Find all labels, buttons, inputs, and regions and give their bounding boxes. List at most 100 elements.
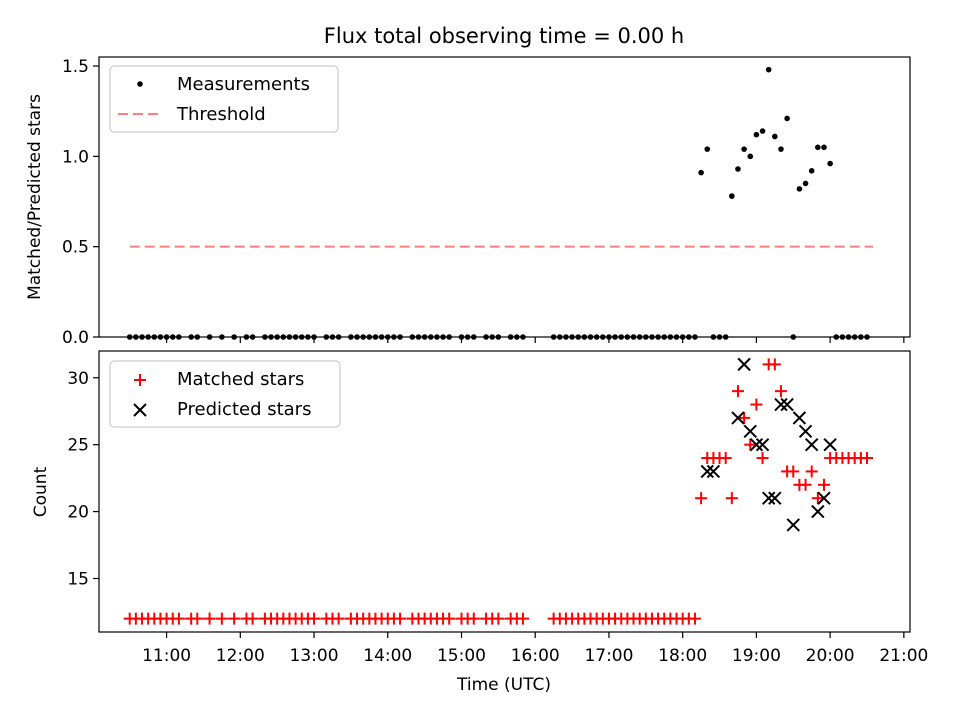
x-tick-label: 12:00 <box>216 646 265 666</box>
measurement-point <box>729 193 735 199</box>
measurement-point <box>784 115 790 122</box>
bottom-y-tick-label: 20 <box>67 503 89 523</box>
measurement-point <box>759 128 766 134</box>
predicted-star-point <box>700 464 714 479</box>
x-tick-label: 17:00 <box>584 646 633 666</box>
predicted-star-point <box>811 504 825 519</box>
predicted-star-point <box>737 357 751 372</box>
x-tick-label: 19:00 <box>732 646 781 666</box>
matched-star-point <box>308 612 321 625</box>
predicted-stars-series <box>700 357 837 532</box>
bottom-y-ticks: 15 20 25 30 <box>67 369 99 589</box>
predicted-star-point <box>780 397 794 412</box>
top-y-axis-label: Matched/Predicted stars <box>25 94 45 300</box>
matched-star-point <box>750 398 763 411</box>
measurement-point <box>802 180 809 187</box>
matched-star-point <box>467 612 480 625</box>
matched-star-point <box>332 612 345 625</box>
bottom-y-tick-label: 25 <box>67 436 89 456</box>
measurement-point <box>778 146 784 152</box>
measurement-point <box>821 144 827 151</box>
top-y-ticks: 0.0 0.5 1.0 1.5 <box>62 57 99 348</box>
top-y-tick-label: 1.0 <box>62 147 89 167</box>
x-axis-label: Time (UTC) <box>456 675 551 695</box>
predicted-star-point <box>823 437 837 452</box>
bottom-legend: Matched stars Predicted stars <box>109 360 341 428</box>
predicted-star-point <box>743 424 757 438</box>
matched-star-point <box>688 612 701 625</box>
matched-star-point <box>492 612 505 625</box>
predicted-star-point <box>706 464 721 479</box>
bottom-x-ticks: 11:00 12:00 13:00 14:00 15:00 16:00 17:00 18:00… <box>142 632 928 666</box>
top-legend: Measurements Threshold <box>109 65 339 133</box>
measurement-point <box>827 160 833 167</box>
top-y-tick-label: 1.5 <box>62 57 89 77</box>
bottom-y-axis-label: Count <box>31 466 51 517</box>
top-y-tick-label: 0.0 <box>62 328 89 348</box>
matched-star-point <box>744 438 757 451</box>
matched-star-point <box>228 612 241 625</box>
bottom-y-tick-label: 15 <box>67 569 89 589</box>
predicted-star-point <box>786 518 800 532</box>
x-tick-label: 20:00 <box>806 646 855 666</box>
predicted-star-point <box>792 411 807 425</box>
x-tick-label: 14:00 <box>363 646 412 666</box>
matched-star-point <box>215 612 228 625</box>
measurement-point <box>698 169 704 176</box>
x-tick-label: 16:00 <box>511 646 560 666</box>
matched-stars-series <box>123 358 873 625</box>
matched-star-point <box>731 385 744 398</box>
measurement-point <box>741 146 747 152</box>
predicted-star-point <box>755 437 770 452</box>
legend-matched-marker <box>134 374 146 386</box>
predicted-star-point <box>761 491 776 505</box>
x-tick-label: 13:00 <box>290 646 339 666</box>
bottom-legend-box <box>109 360 341 428</box>
top-legend-box <box>109 65 339 133</box>
measurement-point <box>815 144 821 151</box>
predicted-star-point <box>817 491 831 505</box>
predicted-star-point <box>774 397 788 412</box>
measurement-point <box>704 146 711 152</box>
matched-star-point <box>246 612 259 625</box>
bottom-panel: 15 20 25 30 11:00 12:00 13:00 14:00 15:00 16:00 1… <box>31 350 928 695</box>
matched-star-point <box>805 465 818 478</box>
matched-star-point <box>799 478 812 491</box>
chart-title: Flux total observing time = 0.00 h <box>324 24 684 48</box>
matched-star-point <box>811 492 824 505</box>
bottom-y-tick-label: 30 <box>67 369 89 389</box>
measurement-point <box>735 166 741 172</box>
matched-star-point <box>817 478 830 491</box>
legend-matched-label: Matched stars <box>177 369 304 390</box>
x-tick-label: 11:00 <box>142 646 191 666</box>
x-tick-label: 15:00 <box>437 646 486 666</box>
measurement-point <box>765 66 772 73</box>
matched-star-point <box>860 452 873 465</box>
x-tick-label: 21:00 <box>879 646 928 666</box>
matched-star-point <box>719 452 732 465</box>
matched-star-point <box>787 465 800 478</box>
predicted-star-point <box>731 411 745 425</box>
bottom-plot-frame <box>98 350 911 633</box>
matched-star-point <box>695 492 708 505</box>
legend-measurements-marker <box>137 81 143 87</box>
matched-star-point <box>191 612 204 625</box>
top-plot-frame <box>98 56 911 338</box>
measurement-point <box>796 186 803 192</box>
measurement-point <box>772 133 778 140</box>
matched-star-point <box>443 612 456 625</box>
matched-star-point <box>756 452 769 465</box>
measurement-point <box>753 131 760 138</box>
legend-measurements-label: Measurements <box>177 74 310 95</box>
matched-star-point <box>516 612 529 625</box>
predicted-star-point <box>798 424 813 438</box>
matched-star-point <box>768 358 781 371</box>
matched-star-point <box>394 612 407 625</box>
predicted-star-point <box>804 437 819 452</box>
measurement-point <box>747 153 754 160</box>
matched-star-point <box>203 612 216 625</box>
predicted-star-point <box>749 437 764 452</box>
measurement-point <box>808 168 815 174</box>
matched-star-point <box>172 612 185 625</box>
